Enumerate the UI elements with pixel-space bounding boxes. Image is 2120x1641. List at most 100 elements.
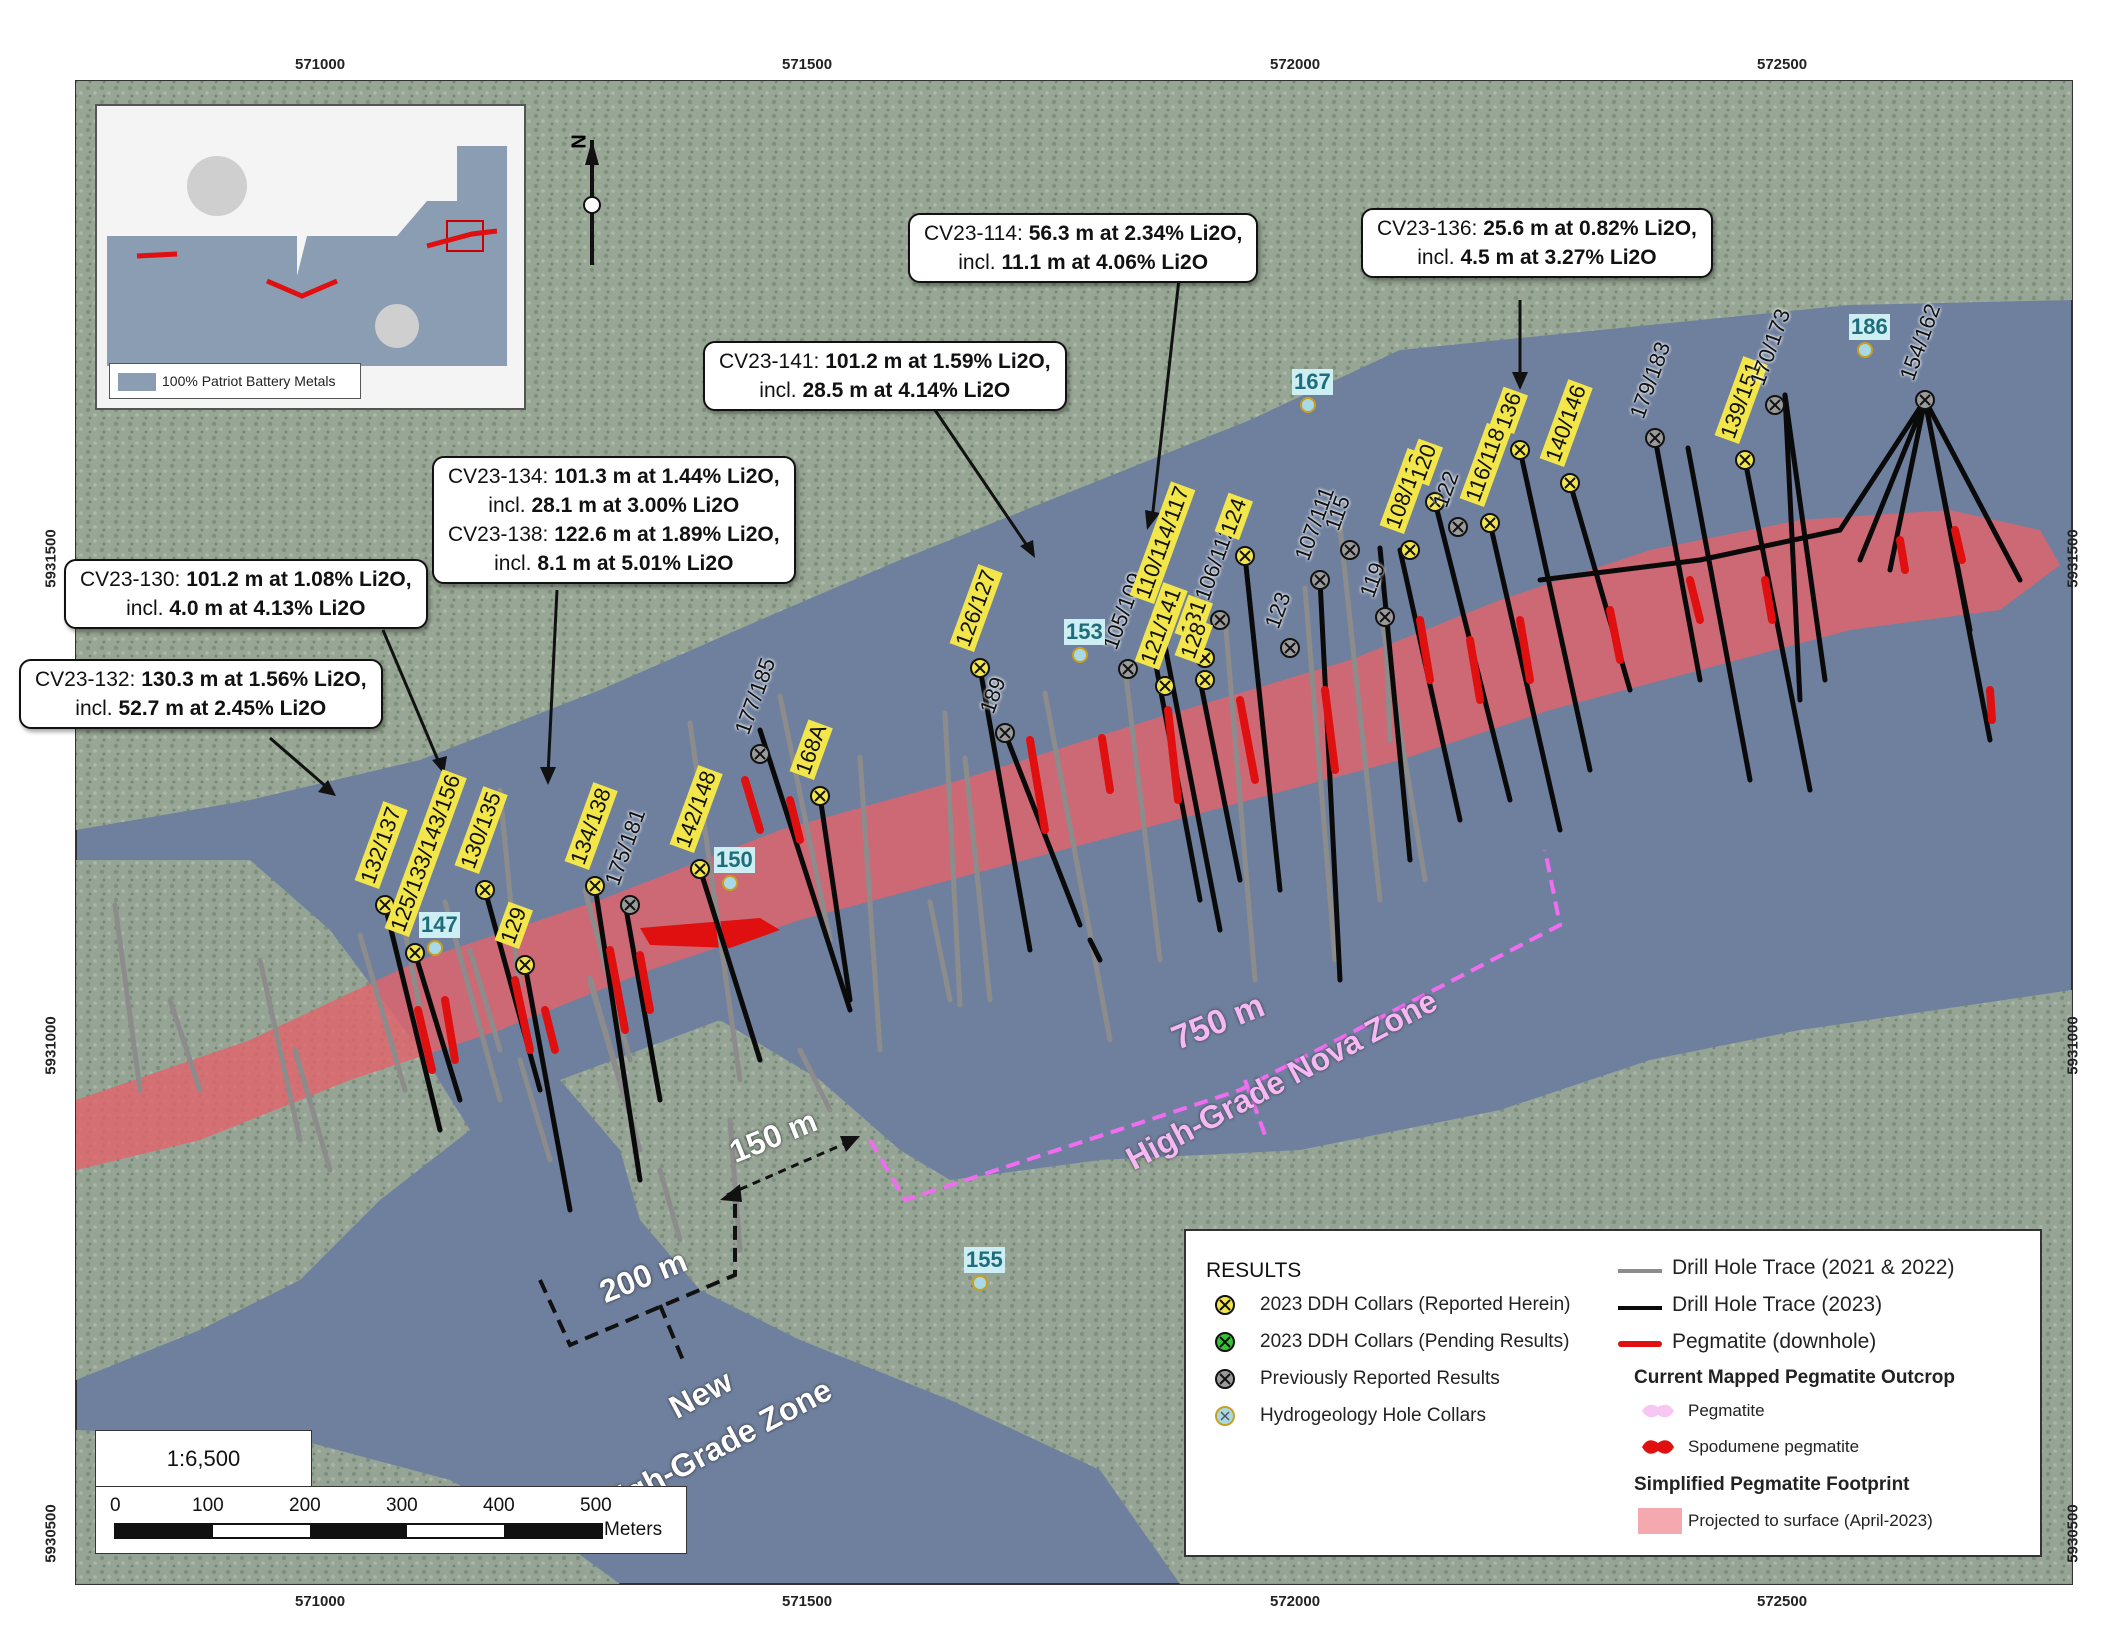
- callout-hole-id: CV23-130:: [80, 568, 181, 591]
- legend-outcrop-spodumene-icon: [1642, 1440, 1674, 1454]
- legend-collar-hydro: Hydrogeology Hole Collars: [1260, 1405, 1486, 1426]
- hydro-hole-label: 186: [1849, 314, 1890, 340]
- callout-result-incl: 28.1 m at 3.00% Li2O: [531, 494, 740, 517]
- legend-hydro-icon: [1215, 1406, 1235, 1426]
- x-tick-bottom: 571000: [295, 1593, 346, 1610]
- callout-leaders: [269, 269, 1522, 792]
- callout-incl: incl.: [1417, 246, 1455, 269]
- callout-hole-id: CV23-132:: [35, 668, 136, 691]
- spodumene-outcrop: [640, 918, 780, 948]
- legend-reported-icon: [1215, 1295, 1235, 1315]
- legend: RESULTS 2023 DDH Collars (Reported Herei…: [1184, 1229, 2042, 1557]
- drill-traces-2023: [382, 392, 2023, 1213]
- legend-outcrop-spodumene: Spodumene pegmatite: [1688, 1437, 1860, 1456]
- scale-ratio: 1:6,500: [95, 1430, 312, 1488]
- callout-result: 25.6 m at 0.82% Li2O,: [1483, 217, 1697, 240]
- callout-hole-id: CV23-141:: [719, 350, 820, 373]
- scale-segments: [114, 1523, 603, 1539]
- x-tick-top: 571500: [782, 56, 833, 73]
- legend-title: RESULTS: [1206, 1259, 1302, 1282]
- callout-incl: incl.: [488, 494, 526, 517]
- scale-tick: 400: [483, 1495, 515, 1516]
- callout-cv23-114: CV23-114: 56.3 m at 2.34% Li2O, incl. 11…: [908, 213, 1259, 283]
- y-tick-left: 5931500: [42, 529, 60, 588]
- scale-bar: 0 100 200 300 400 500 Meters: [95, 1486, 687, 1554]
- legend-trace-old: Drill Hole Trace (2021 & 2022): [1672, 1256, 1955, 1279]
- x-tick-bottom: 572000: [1270, 1593, 1321, 1610]
- callout-hole-id: CV23-138:: [448, 523, 549, 546]
- legend-outcrop-title: Current Mapped Pegmatite Outcrop: [1634, 1367, 1955, 1388]
- inset-legend-label: 100% Patriot Battery Metals: [162, 373, 336, 389]
- hydro-hole-label: 153: [1064, 619, 1105, 645]
- legend-pending-icon: [1215, 1332, 1235, 1352]
- callout-result: 101.2 m at 1.59% Li2O,: [825, 350, 1051, 373]
- callout-hole-id: CV23-134:: [448, 465, 549, 488]
- scale-tick: 300: [386, 1495, 418, 1516]
- y-tick-right: 5931000: [2064, 1016, 2082, 1075]
- legend-footprint-swatch: [1638, 1508, 1682, 1534]
- inset-legend-swatch: [118, 373, 156, 392]
- drill-traces-old: [112, 524, 1428, 1253]
- callout-result-incl: 28.5 m at 4.14% Li2O: [802, 379, 1011, 402]
- callout-result: 122.6 m at 1.89% Li2O,: [554, 523, 780, 546]
- legend-outcrop-pegmatite-icon: [1642, 1404, 1674, 1418]
- scale-tick: 500: [580, 1495, 612, 1516]
- distance-150m-arrow: [726, 1138, 854, 1197]
- legend-trace-old-swatch: [1618, 1269, 1662, 1273]
- y-tick-right: 5930500: [2064, 1504, 2082, 1563]
- legend-pegmatite-downhole: Pegmatite (downhole): [1672, 1330, 1877, 1353]
- callout-cv23-134: CV23-134: 101.3 m at 1.44% Li2O, incl. 2…: [432, 456, 796, 584]
- hydro-hole-label: 155: [964, 1247, 1005, 1273]
- callout-result: 101.2 m at 1.08% Li2O,: [186, 568, 412, 591]
- x-tick-bottom: 571500: [782, 1593, 833, 1610]
- arrowhead-left: [720, 1184, 742, 1202]
- callout-incl: incl.: [759, 379, 797, 402]
- distance-200m-bracket: [538, 1200, 737, 1366]
- y-tick-right: 5931500: [2064, 529, 2082, 588]
- callout-incl: incl.: [494, 552, 532, 575]
- inset-map: 100% Patriot Battery Metals: [95, 104, 526, 410]
- x-tick-bottom: 572500: [1757, 1593, 1808, 1610]
- scale-unit: Meters: [604, 1519, 663, 1540]
- legend-collar-pending: 2023 DDH Collars (Pending Results): [1260, 1331, 1570, 1352]
- hydro-hole-label: 167: [1292, 369, 1333, 395]
- arrowhead-right: [840, 1136, 860, 1152]
- x-tick-top: 571000: [295, 56, 346, 73]
- x-tick-top: 572500: [1757, 56, 1808, 73]
- callout-result-incl: 4.5 m at 3.27% Li2O: [1460, 246, 1657, 269]
- scale-tick: 200: [289, 1495, 321, 1516]
- callout-result: 56.3 m at 2.34% Li2O,: [1028, 222, 1243, 245]
- callout-result: 130.3 m at 1.56% Li2O,: [141, 668, 367, 691]
- north-label: N: [568, 134, 591, 149]
- callout-arrowheads: [318, 372, 1528, 796]
- hydro-hole-label: 147: [419, 912, 460, 938]
- callout-result-incl: 11.1 m at 4.06% Li2O: [1001, 251, 1209, 274]
- inset-legend: 100% Patriot Battery Metals: [109, 363, 361, 399]
- callout-cv23-141: CV23-141: 101.2 m at 1.59% Li2O, incl. 2…: [703, 341, 1067, 411]
- callout-hole-id: CV23-136:: [1377, 217, 1478, 240]
- scale-tick: 100: [192, 1495, 224, 1516]
- callout-result: 101.3 m at 1.44% Li2O,: [554, 465, 780, 488]
- callout-hole-id: CV23-114:: [924, 222, 1023, 245]
- legend-trace-new: Drill Hole Trace (2023): [1672, 1293, 1883, 1316]
- legend-outcrop-pegmatite: Pegmatite: [1688, 1401, 1765, 1420]
- legend-trace-new-swatch: [1618, 1306, 1662, 1310]
- callout-incl: incl.: [126, 597, 164, 620]
- legend-footprint-title: Simplified Pegmatite Footprint: [1634, 1474, 1910, 1495]
- pegmatite-footprint: [76, 510, 2060, 1170]
- north-arrow: [583, 140, 601, 265]
- legend-footprint-item: Projected to surface (April-2023): [1688, 1511, 1933, 1530]
- callout-result-incl: 4.0 m at 4.13% Li2O: [169, 597, 366, 620]
- scale-tick: 0: [110, 1495, 121, 1516]
- inset-map-graphic: [97, 106, 524, 408]
- callout-result-incl: 52.7 m at 2.45% Li2O: [118, 697, 327, 720]
- callout-cv23-132: CV23-132: 130.3 m at 1.56% Li2O, incl. 5…: [19, 659, 383, 729]
- callout-incl: incl.: [75, 697, 113, 720]
- callout-result-incl: 8.1 m at 5.01% Li2O: [537, 552, 734, 575]
- legend-previous-icon: [1215, 1369, 1235, 1389]
- callout-cv23-136: CV23-136: 25.6 m at 0.82% Li2O, incl. 4.…: [1361, 208, 1713, 278]
- callout-cv23-130: CV23-130: 101.2 m at 1.08% Li2O, incl. 4…: [64, 559, 428, 629]
- x-tick-top: 572000: [1270, 56, 1321, 73]
- y-tick-left: 5930500: [42, 1504, 60, 1563]
- distance-750m-bracket: [868, 849, 1563, 1203]
